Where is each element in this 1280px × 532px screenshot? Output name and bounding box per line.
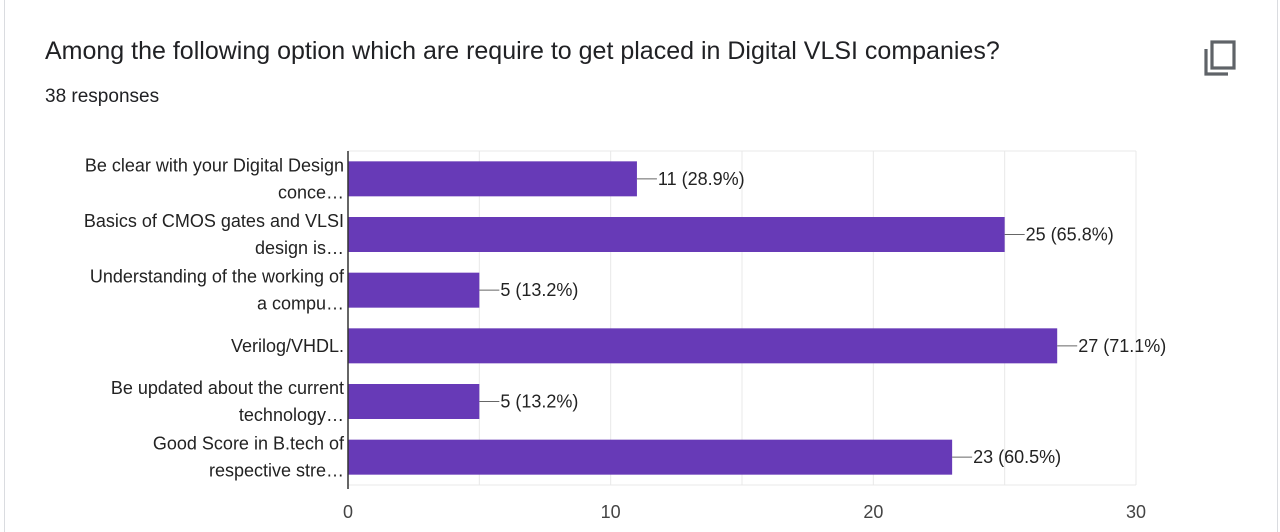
value-label: 11 (28.9%) <box>658 169 745 189</box>
question-title: Among the following option which are req… <box>45 37 1000 65</box>
category-label: Understanding of the working of a compu… <box>90 267 345 314</box>
bar[interactable] <box>348 217 1005 252</box>
bar[interactable] <box>348 328 1058 364</box>
copy-chart-button[interactable] <box>1199 38 1239 78</box>
category-label: Good Score in B.tech of respective stre… <box>153 434 345 481</box>
x-tick-label: 30 <box>1126 502 1146 522</box>
x-tick-label: 20 <box>863 502 883 522</box>
category-label: Verilog/VHDL. <box>231 336 344 356</box>
x-tick-label: 10 <box>601 502 621 522</box>
category-label: Be clear with your Digital Design conce… <box>85 155 344 202</box>
value-label: 27 (71.1%) <box>1078 336 1166 356</box>
response-count: 38 responses <box>45 86 160 107</box>
category-label: Be updated about the current technology… <box>111 378 344 425</box>
x-tick-label: 0 <box>343 502 353 522</box>
bar[interactable] <box>348 272 480 308</box>
value-label: 5 (13.2%) <box>500 280 578 300</box>
copy-icon <box>1204 40 1236 76</box>
category-label: Basics of CMOS gates and VLSI design is… <box>84 211 344 258</box>
value-label: 5 (13.2%) <box>500 392 578 412</box>
value-label: 25 (65.8%) <box>1026 225 1114 245</box>
bar[interactable] <box>348 384 480 419</box>
value-label: 23 (60.5%) <box>973 447 1061 467</box>
bar[interactable] <box>348 161 637 197</box>
bar[interactable] <box>348 439 953 475</box>
